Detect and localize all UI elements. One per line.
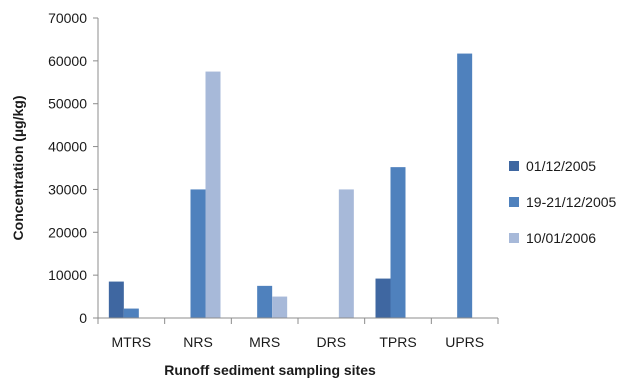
legend: 01/12/2005 19-21/12/2005 10/01/2006 [509, 158, 617, 246]
bar-mtrs-series-2 [123, 308, 139, 318]
legend-swatch [509, 197, 519, 207]
x-tick-label: MTRS [111, 334, 151, 350]
legend-label: 01/12/2005 [526, 158, 596, 174]
x-axis-title: Runoff sediment sampling sites [164, 362, 376, 378]
bar-nrs-series-2 [190, 189, 206, 318]
bar-nrs-series-3 [205, 71, 221, 318]
y-axis-title: Concentration (µg/kg) [10, 96, 26, 241]
bar-tprs-series-1 [375, 278, 391, 318]
y-tick-label: 60000 [48, 53, 87, 69]
bar-tprs-series-2 [390, 167, 406, 318]
x-tick-label: MRS [249, 334, 280, 350]
x-axis-ticks: MTRS NRS MRS DRS TPRS UPRS [97, 318, 499, 350]
y-tick-label: 50000 [48, 96, 87, 112]
y-axis-ticks: 0 10000 20000 30000 40000 50000 60000 70000 [48, 10, 98, 326]
bar-uprs-series-2 [457, 53, 473, 318]
legend-label: 19-21/12/2005 [526, 194, 617, 210]
legend-swatch [509, 161, 519, 171]
y-tick-label: 30000 [48, 181, 87, 197]
legend-swatch [509, 233, 519, 243]
y-tick-label: 0 [79, 310, 87, 326]
x-tick-label: UPRS [445, 334, 484, 350]
x-tick-label: DRS [317, 334, 347, 350]
axes [97, 18, 498, 319]
y-tick-label: 40000 [48, 139, 87, 155]
y-tick-label: 20000 [48, 224, 87, 240]
legend-label: 10/01/2006 [526, 230, 596, 246]
bars [108, 53, 473, 318]
bar-drs-series-3 [338, 189, 354, 318]
bar-mrs-series-2 [257, 285, 273, 318]
bar-mrs-series-3 [272, 296, 288, 318]
bar-mtrs-series-1 [108, 281, 124, 318]
y-tick-label: 10000 [48, 267, 87, 283]
x-tick-label: NRS [183, 334, 213, 350]
x-tick-label: TPRS [379, 334, 416, 350]
y-tick-label: 70000 [48, 10, 87, 26]
